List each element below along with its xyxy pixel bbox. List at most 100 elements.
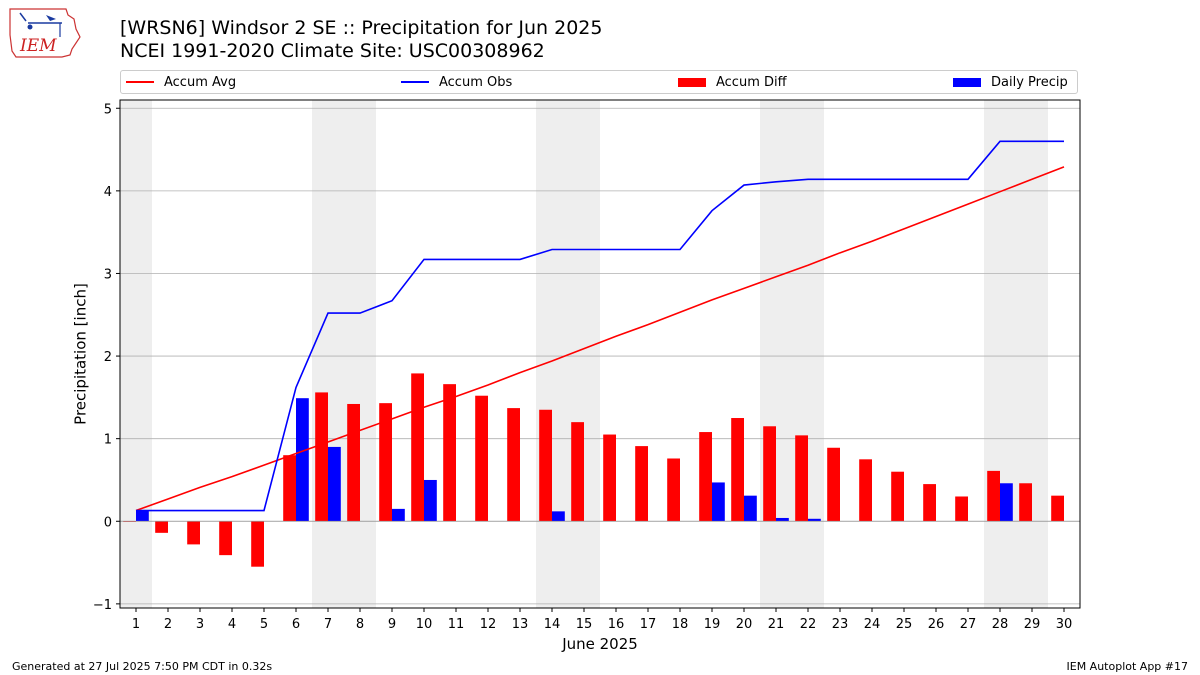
x-tick-label-26: 26 (928, 617, 945, 632)
accum-diff-bar-7 (315, 392, 328, 522)
series-lines (120, 140, 1080, 522)
x-tick-label-2: 2 (164, 617, 172, 632)
accum-diff-bar-9 (379, 403, 392, 522)
y-tick-label-4: 4 (104, 185, 112, 200)
x-tick-label-9: 9 (388, 617, 396, 632)
daily-precip-bar-21 (776, 517, 789, 522)
daily-precip-bar-7 (328, 446, 341, 522)
weekend-shade-8 (344, 100, 376, 608)
accum-obs-line (136, 140, 1064, 512)
daily-precip-bar-19 (712, 482, 725, 522)
chart-subtitle: NCEI 1991-2020 Climate Site: USC00308962 (120, 40, 545, 62)
x-tick-label-16: 16 (608, 617, 625, 632)
y-tick-label-5: 5 (104, 102, 112, 117)
y-tick-label--1: −1 (93, 598, 112, 613)
accum-diff-bar-30 (1051, 495, 1064, 522)
legend-label-daily-precip: Daily Precip (991, 74, 1068, 90)
accum-diff-bar-12 (475, 395, 488, 522)
x-tick-label-8: 8 (356, 617, 364, 632)
footer-app-text: IEM Autoplot App #17 (1066, 660, 1189, 673)
accum-diff-bar-13 (507, 408, 520, 522)
daily-precip-bar-9 (392, 508, 405, 522)
accum-diff-bar-5 (251, 521, 264, 567)
x-axis-label: June 2025 (561, 635, 638, 653)
x-axis: 1 2 3 4 5 6 7 8 9 10 11 12 13 14 15 16 17 18 19 20 21 22 23 24 2… (132, 608, 1072, 632)
x-tick-label-19: 19 (704, 617, 721, 632)
y-axis: −1 0 1 2 3 4 5 (93, 102, 120, 613)
x-tick-label-29: 29 (1024, 617, 1041, 632)
x-tick-label-4: 4 (228, 617, 236, 632)
accum-diff-bar-14 (539, 409, 552, 522)
accum-diff-bar-22 (795, 435, 808, 522)
accum-diff-bar-3 (187, 521, 200, 545)
daily-precip-bar-20 (744, 495, 757, 522)
accum-diff-bar-24 (859, 459, 872, 522)
accum-diff-bar-16 (603, 434, 616, 522)
daily-precip-bar-14 (552, 511, 565, 522)
accum-diff-bar-29 (1019, 483, 1032, 522)
x-tick-label-12: 12 (480, 617, 497, 632)
legend-swatch-daily-precip (953, 77, 981, 87)
x-tick-label-28: 28 (992, 617, 1009, 632)
x-tick-label-14: 14 (544, 617, 561, 632)
weekend-shade-22 (792, 100, 824, 608)
accum-diff-bar-26 (923, 484, 936, 522)
legend-item-accum-obs: Accum Obs (401, 71, 512, 93)
legend-swatch-accum-obs (401, 81, 429, 83)
x-tick-label-30: 30 (1056, 617, 1073, 632)
weekend-shade-28 (984, 100, 1016, 608)
accum-diff-bar-25 (891, 471, 904, 522)
x-tick-label-10: 10 (416, 617, 433, 632)
y-tick-label-2: 2 (104, 350, 112, 365)
x-tick-label-6: 6 (292, 617, 300, 632)
x-tick-label-25: 25 (896, 617, 913, 632)
accum-diff-bar-11 (443, 384, 456, 522)
daily-precip-bar-1 (136, 510, 149, 522)
accum-avg-line (135, 166, 1065, 512)
footer-generated-text: Generated at 27 Jul 2025 7:50 PM CDT in … (12, 660, 273, 673)
legend: Accum Avg Accum Obs Accum Diff Daily Pre… (120, 70, 1078, 94)
y-tick-label-3: 3 (104, 267, 112, 282)
legend-swatch-accum-avg (126, 81, 154, 83)
legend-swatch-accum-diff (678, 77, 706, 87)
x-tick-label-7: 7 (324, 617, 332, 632)
x-tick-label-22: 22 (800, 617, 817, 632)
accum-diff-bar-27 (955, 496, 968, 522)
x-tick-label-11: 11 (448, 617, 465, 632)
daily-precip-bars (136, 398, 1013, 522)
weekend-shade-7 (312, 100, 344, 608)
daily-precip-bar-6 (296, 398, 309, 522)
y-tick-label-0: 0 (104, 515, 112, 530)
x-tick-label-1: 1 (132, 617, 140, 632)
x-tick-label-5: 5 (260, 617, 268, 632)
y-axis-label: Precipitation [inch] (71, 283, 89, 425)
accum-diff-bar-8 (347, 403, 360, 522)
weekend-shade-21 (760, 100, 792, 608)
legend-label-accum-avg: Accum Avg (164, 74, 237, 90)
x-tick-label-13: 13 (512, 617, 529, 632)
weekend-shade-1 (120, 100, 152, 608)
weekend-shade-15 (568, 100, 600, 608)
accum-diff-bar-21 (763, 426, 776, 522)
daily-precip-bar-28 (1000, 483, 1013, 522)
weekend-shading (120, 100, 1048, 608)
accum-diff-bar-20 (731, 418, 744, 522)
accum-diff-bar-19 (699, 432, 712, 522)
daily-precip-bar-10 (424, 479, 437, 522)
x-tick-label-24: 24 (864, 617, 881, 632)
x-tick-label-20: 20 (736, 617, 753, 632)
accum-diff-bar-17 (635, 446, 648, 522)
x-tick-label-15: 15 (576, 617, 593, 632)
iem-logo: IEM (9, 8, 81, 58)
weekend-shade-29 (1016, 100, 1048, 608)
weekend-shade-14 (536, 100, 568, 608)
legend-label-accum-diff: Accum Diff (716, 74, 787, 90)
accum-diff-bar-28 (987, 470, 1000, 522)
x-tick-label-17: 17 (640, 617, 657, 632)
y-tick-label-1: 1 (104, 433, 112, 448)
x-tick-label-21: 21 (768, 617, 785, 632)
x-tick-label-27: 27 (960, 617, 977, 632)
chart-title: [WRSN6] Windsor 2 SE :: Precipitation fo… (120, 17, 603, 39)
accum-diff-bar-15 (571, 422, 584, 522)
